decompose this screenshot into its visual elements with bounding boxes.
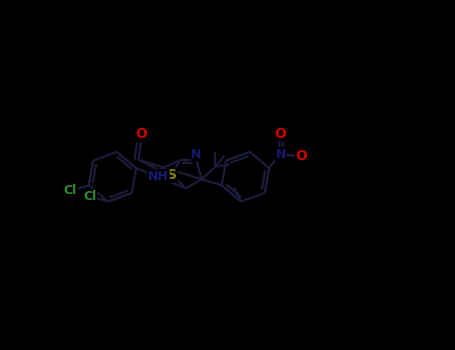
Text: N: N	[275, 148, 286, 161]
Text: N: N	[191, 147, 202, 161]
Text: O: O	[135, 127, 147, 141]
Text: S: S	[167, 168, 177, 182]
Text: Cl: Cl	[83, 190, 96, 203]
Text: NH: NH	[148, 170, 169, 183]
Text: O: O	[296, 149, 308, 163]
Text: O: O	[275, 127, 287, 141]
Text: Cl: Cl	[64, 184, 77, 197]
